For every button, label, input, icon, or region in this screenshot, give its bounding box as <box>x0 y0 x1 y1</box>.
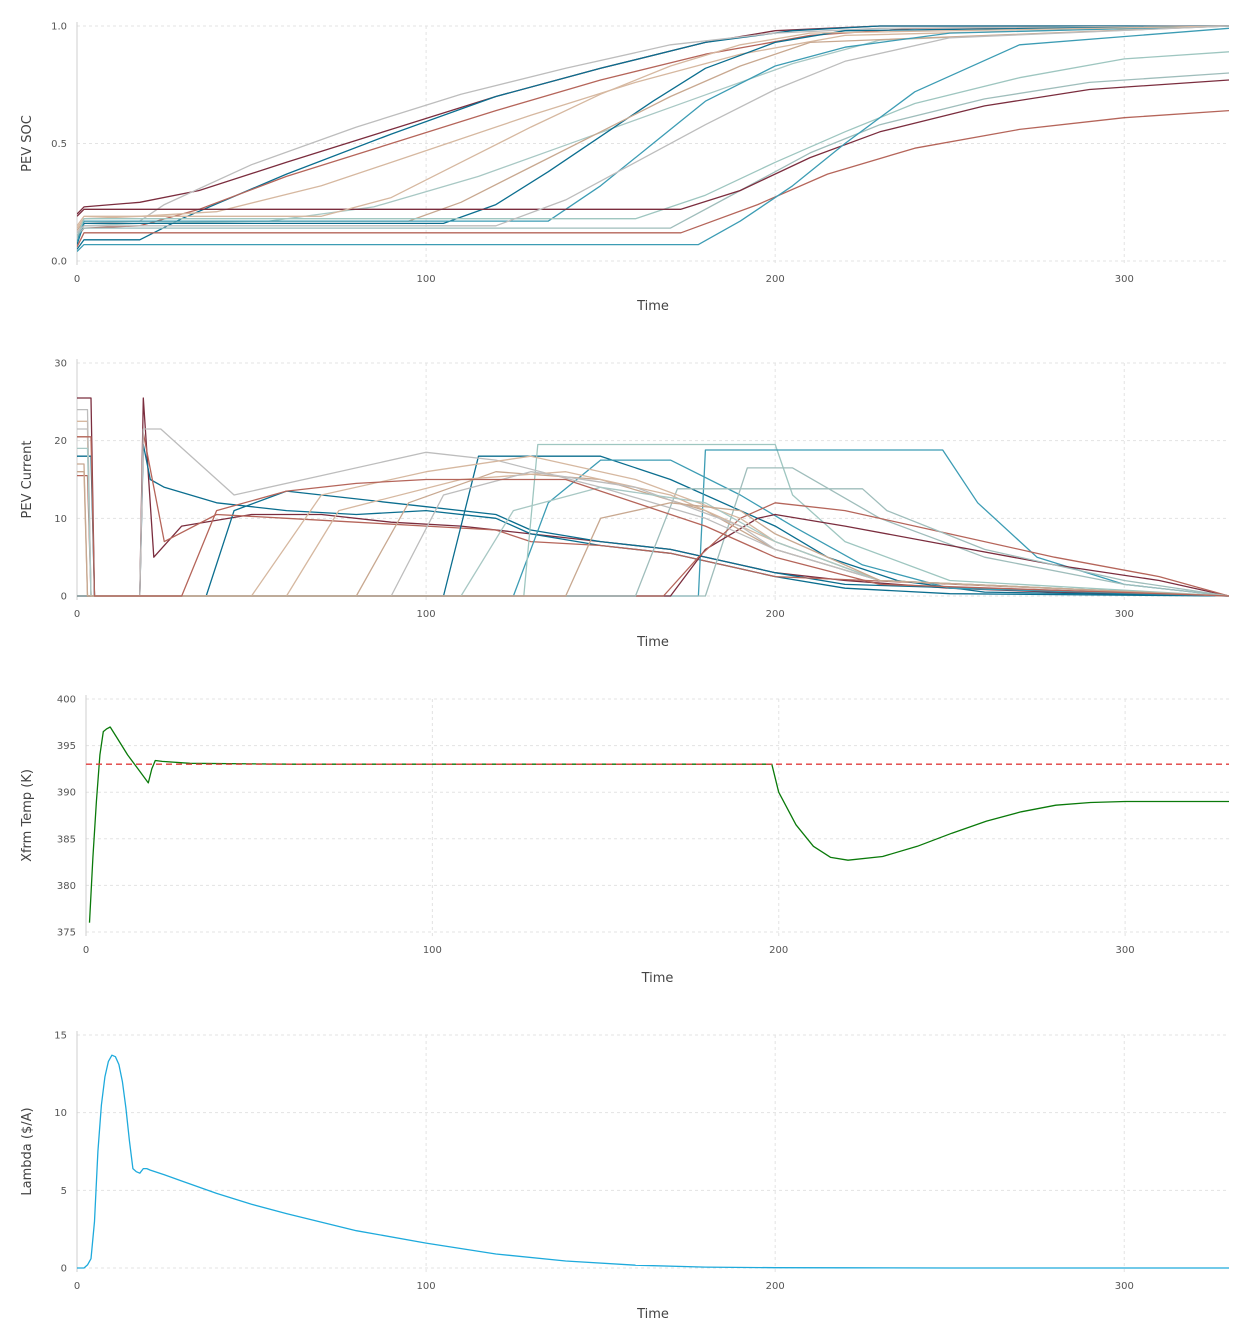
y-axis-title: PEV Current <box>20 441 35 519</box>
x-tick-label: 100 <box>423 945 442 956</box>
series-line-3 <box>77 25 1229 238</box>
series-line-6 <box>77 459 1229 597</box>
series-line-8 <box>77 449 1229 597</box>
series-line-16 <box>77 25 1229 234</box>
y-tick-label: 0.0 <box>51 257 67 268</box>
series-line-8 <box>77 25 1229 231</box>
series-line-7 <box>77 443 1229 597</box>
series-line-20 <box>77 436 1229 597</box>
series-line-5 <box>77 25 1229 229</box>
chart-panel-4: 0 5 10 15 0 100 200 300 Time Lambda ($/A) <box>20 1031 1229 1322</box>
y-tick-label: 0 <box>61 592 67 603</box>
series-line-5 <box>77 455 1229 597</box>
series-line-1 <box>88 726 1229 923</box>
y-axis-title: Xfrm Temp (K) <box>20 769 35 862</box>
x-tick-label: 300 <box>1115 1281 1134 1292</box>
series-line-9 <box>77 25 1229 243</box>
y-axis-title: Lambda ($/A) <box>20 1107 35 1195</box>
series-line-11 <box>77 72 1229 236</box>
x-tick-label: 300 <box>1116 945 1135 956</box>
series-line-1 <box>77 25 1229 215</box>
series-line-1 <box>77 397 1229 597</box>
y-tick-label: 10 <box>54 514 67 525</box>
x-axis-title: Time <box>636 1307 669 1322</box>
series-line-19 <box>77 463 1229 597</box>
x-axis-title: Time <box>636 299 669 314</box>
y-tick-label: 395 <box>57 741 76 752</box>
series-line-3 <box>77 490 1229 597</box>
x-tick-label: 300 <box>1115 274 1134 285</box>
series-line-10 <box>77 513 1229 597</box>
series-group <box>77 1054 1229 1269</box>
x-tick-label: 300 <box>1115 609 1134 620</box>
y-tick-label: 5 <box>61 1186 67 1197</box>
x-axis-title: Time <box>636 635 669 650</box>
series-line-4 <box>77 25 1229 234</box>
y-tick-label: 30 <box>54 359 67 370</box>
x-tick-label: 0 <box>74 274 80 285</box>
y-tick-label: 1.0 <box>51 22 67 33</box>
series-line-15 <box>77 25 1229 227</box>
y-tick-label: 0.5 <box>51 139 67 150</box>
y-tick-label: 20 <box>54 436 67 447</box>
y-tick-label: 385 <box>57 834 76 845</box>
series-line-2 <box>77 25 1229 250</box>
series-line-12 <box>77 488 1229 597</box>
series-line-15 <box>77 471 1229 597</box>
x-tick-label: 200 <box>766 274 785 285</box>
series-line-11 <box>77 502 1229 597</box>
x-tick-label: 100 <box>417 1281 436 1292</box>
chart-panel-1: 0.0 0.5 1.0 0 100 200 300 Time PEV SOC <box>20 22 1229 314</box>
series-group <box>86 726 1229 923</box>
y-tick-label: 0 <box>61 1264 67 1275</box>
series-line-1 <box>77 1054 1229 1269</box>
y-tick-label: 10 <box>54 1108 67 1119</box>
x-tick-label: 100 <box>417 609 436 620</box>
x-tick-label: 200 <box>766 609 785 620</box>
x-tick-label: 0 <box>74 609 80 620</box>
series-group <box>77 25 1229 253</box>
x-tick-label: 100 <box>417 274 436 285</box>
series-line-9 <box>77 467 1229 597</box>
series-line-10 <box>77 51 1229 238</box>
y-tick-label: 390 <box>57 788 76 799</box>
x-tick-label: 0 <box>74 1281 80 1292</box>
y-tick-label: 380 <box>57 881 76 892</box>
series-line-12 <box>77 79 1229 217</box>
x-axis-title: Time <box>641 971 674 986</box>
series-line-7 <box>77 25 1229 245</box>
y-tick-label: 15 <box>54 1031 67 1042</box>
x-tick-label: 200 <box>769 945 788 956</box>
y-tick-label: 375 <box>57 928 76 939</box>
y-tick-label: 400 <box>57 695 76 706</box>
x-tick-label: 200 <box>766 1281 785 1292</box>
chart-panel-3: 375 380 385 390 395 400 0 100 200 300 Time Xfrm Tem… <box>20 695 1229 986</box>
series-group <box>77 397 1229 597</box>
series-line-13 <box>77 109 1229 248</box>
series-line-2 <box>77 443 1229 597</box>
series-line-18 <box>77 447 1229 597</box>
x-tick-label: 0 <box>83 945 89 956</box>
y-axis-title: PEV SOC <box>20 115 35 172</box>
series-line-14 <box>77 27 1229 253</box>
series-line-6 <box>77 25 1229 234</box>
